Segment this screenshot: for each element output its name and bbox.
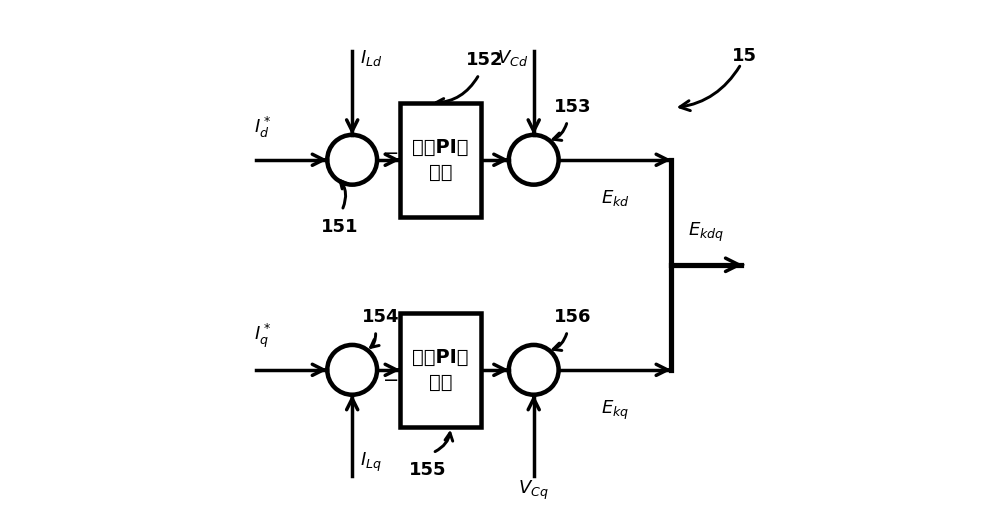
Text: $E_{kq}$: $E_{kq}$ — [601, 398, 629, 422]
Text: $V_{Cq}$: $V_{Cq}$ — [518, 479, 549, 502]
Text: 第二PI控
制器: 第二PI控 制器 — [412, 138, 469, 182]
Text: 155: 155 — [409, 461, 446, 479]
FancyBboxPatch shape — [400, 313, 481, 427]
Text: 154: 154 — [362, 308, 399, 326]
Text: $I_{Ld}$: $I_{Ld}$ — [360, 48, 382, 69]
Text: $-$: $-$ — [382, 369, 399, 388]
Text: $E_{kdq}$: $E_{kdq}$ — [688, 221, 724, 244]
Text: 151: 151 — [320, 218, 358, 237]
Text: $E_{kd}$: $E_{kd}$ — [601, 188, 630, 208]
Text: $I_{Lq}$: $I_{Lq}$ — [360, 451, 382, 474]
Text: 156: 156 — [554, 308, 591, 326]
Text: $V_{Cd}$: $V_{Cd}$ — [497, 48, 529, 69]
FancyBboxPatch shape — [400, 103, 481, 217]
Text: 第三PI控
制器: 第三PI控 制器 — [412, 348, 469, 392]
Text: 152: 152 — [466, 51, 503, 69]
Text: $-$: $-$ — [382, 142, 399, 161]
Text: $I_d^*$: $I_d^*$ — [254, 115, 271, 140]
Text: 15: 15 — [732, 47, 757, 65]
Text: 153: 153 — [554, 97, 591, 116]
Text: $I_q^*$: $I_q^*$ — [254, 322, 271, 350]
